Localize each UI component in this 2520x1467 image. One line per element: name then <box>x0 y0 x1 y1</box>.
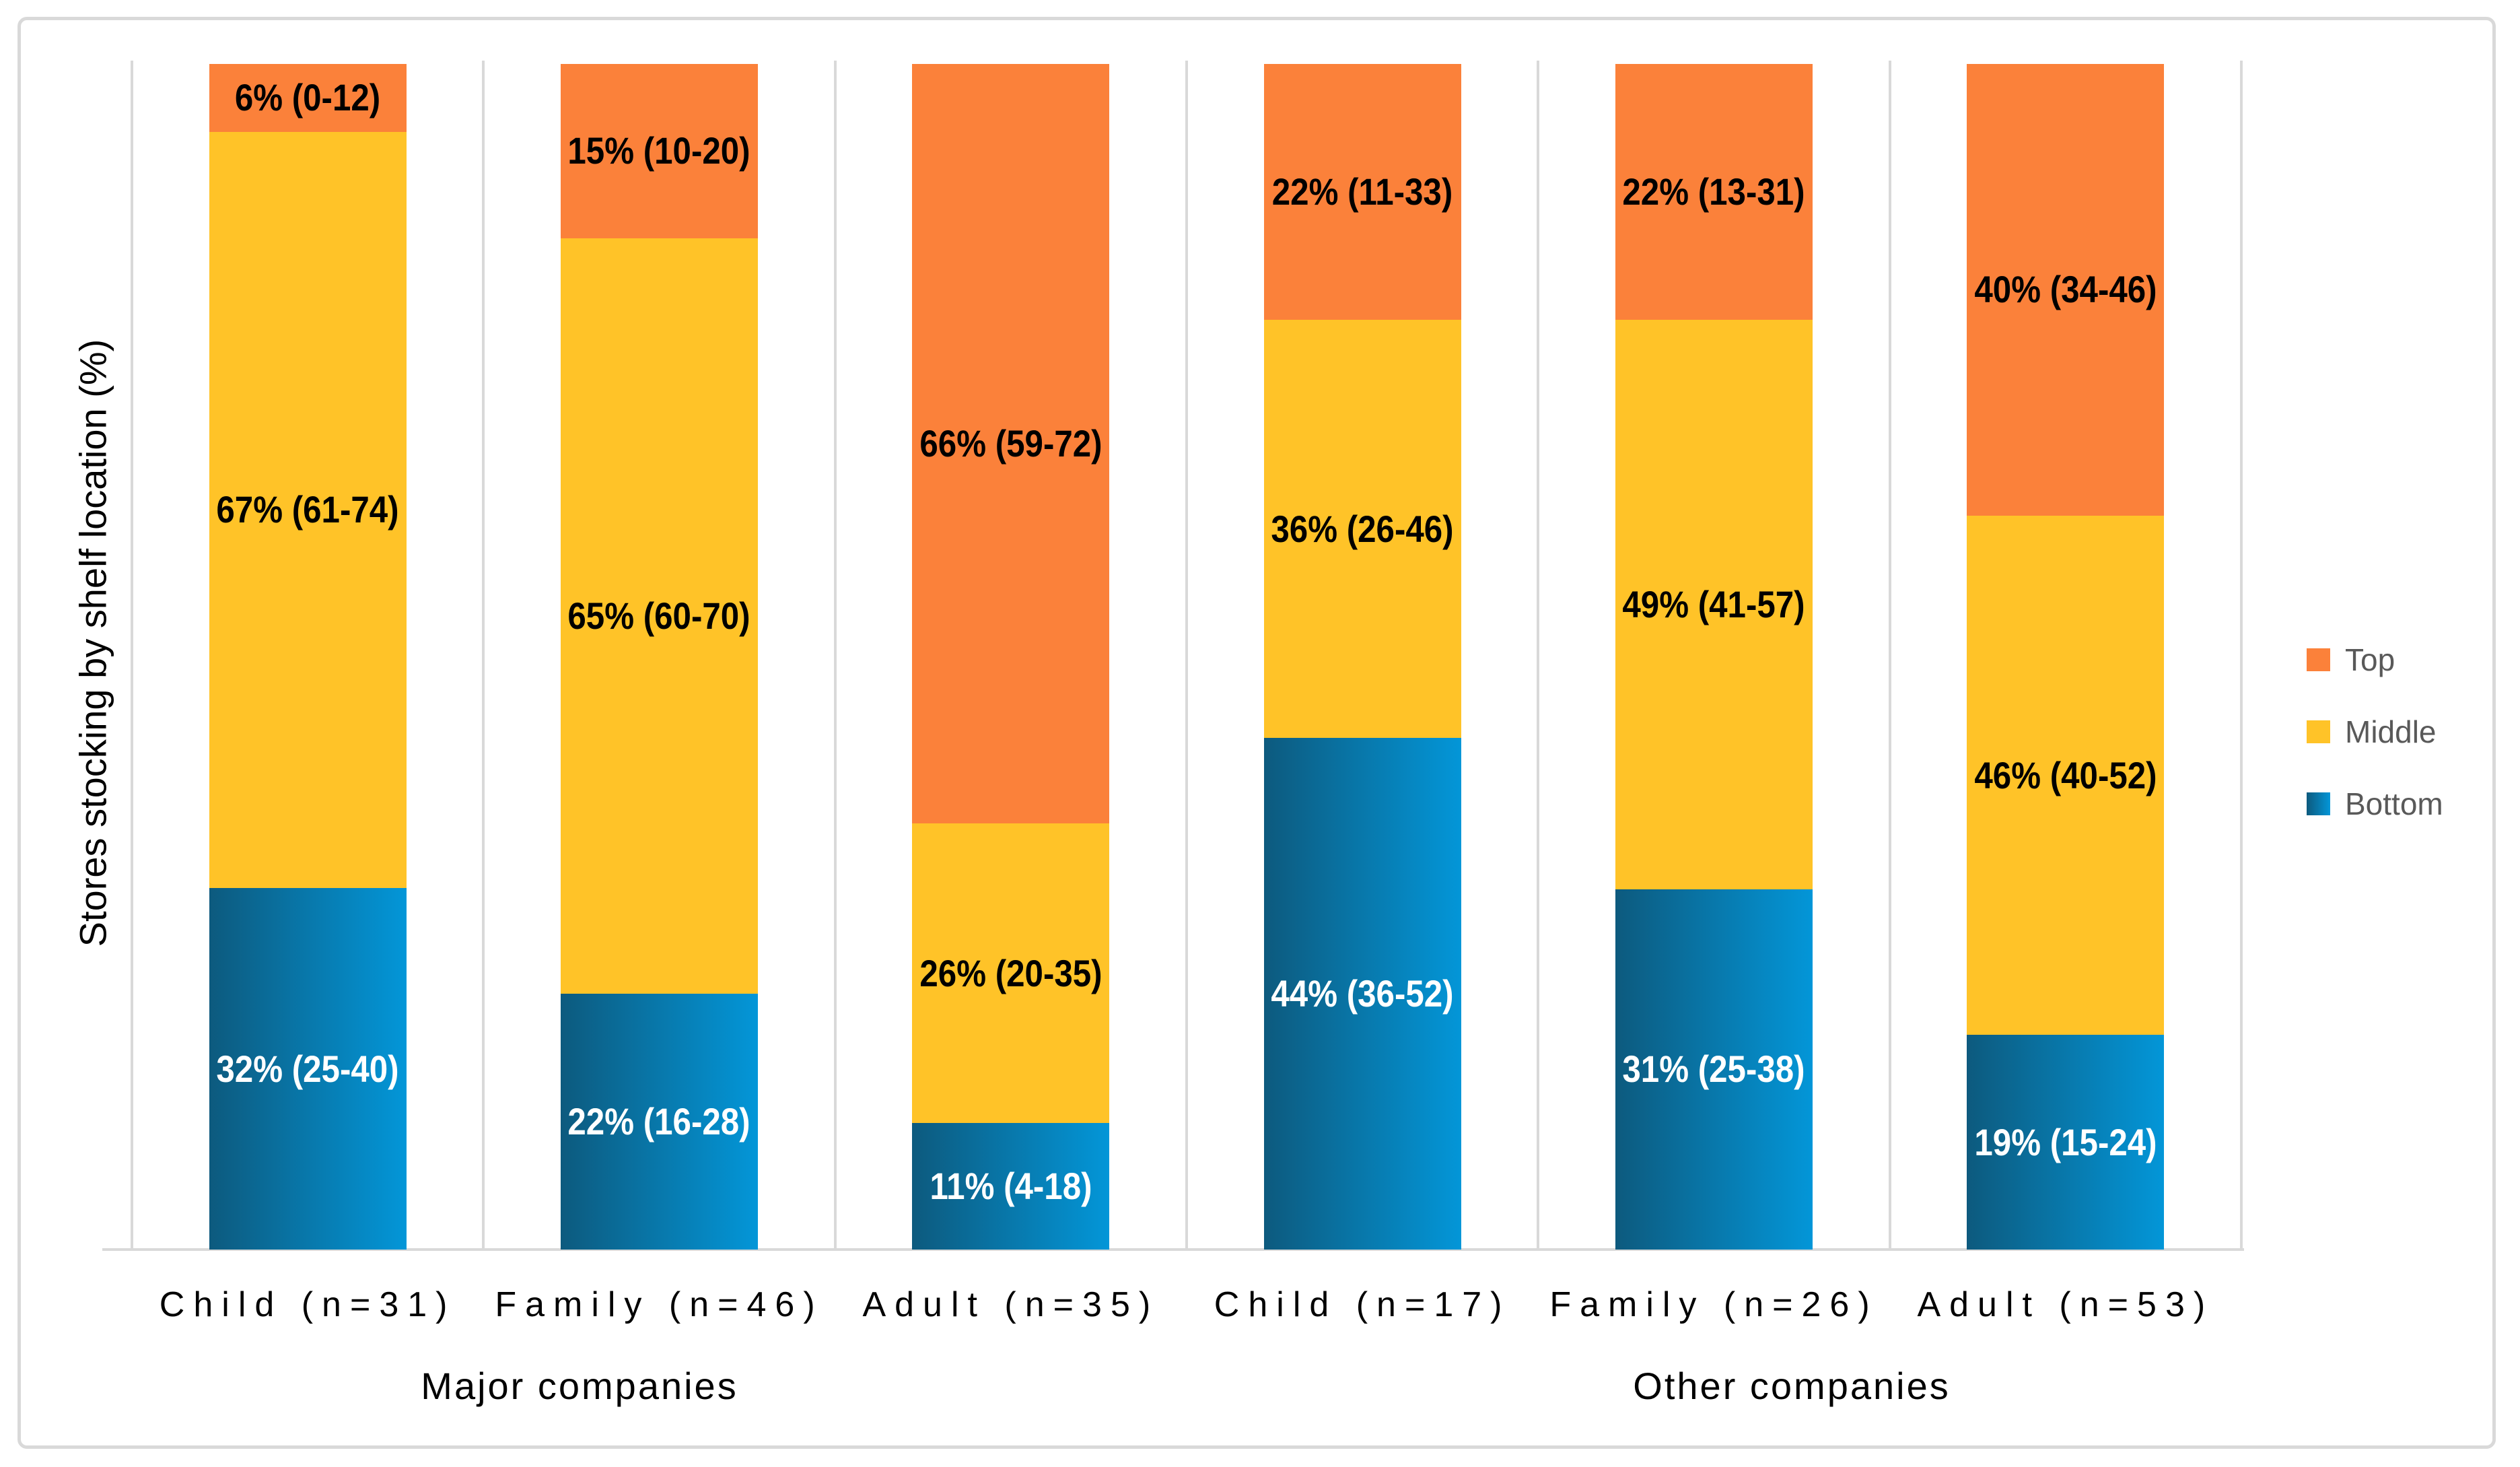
category-separator-gridline <box>1537 61 1540 1250</box>
data-label: 49% (41-57) <box>1622 582 1806 625</box>
x-axis-category-label: Family (n=46) <box>495 1285 824 1324</box>
category-separator-gridline <box>1185 61 1188 1250</box>
x-axis-line <box>102 1248 2244 1251</box>
data-label: 22% (13-31) <box>1622 170 1806 213</box>
figure-border-frame <box>18 17 2496 1449</box>
data-label: 11% (4-18) <box>930 1164 1092 1207</box>
segment-top: 6% (0-12) <box>209 64 407 132</box>
data-label: 36% (26-46) <box>1271 507 1454 550</box>
segment-top: 40% (34-46) <box>1967 64 2165 516</box>
data-label: 19% (15-24) <box>1974 1120 2157 1163</box>
data-label: 31% (25-38) <box>1622 1048 1806 1091</box>
legend-label-top: Top <box>2345 642 2395 677</box>
legend-swatch-top-icon <box>2307 648 2330 671</box>
segment-bottom: 19% (15-24) <box>1967 1035 2165 1250</box>
segment-top: 22% (13-31) <box>1615 64 1813 320</box>
segment-bottom: 31% (25-38) <box>1615 889 1813 1250</box>
data-label: 66% (59-72) <box>919 422 1102 465</box>
legend-item-top: Top <box>2307 644 2395 676</box>
data-label: 26% (20-35) <box>919 951 1102 994</box>
data-label: 67% (61-74) <box>216 488 399 531</box>
data-label: 15% (10-20) <box>567 129 751 172</box>
category-separator-gridline <box>482 61 485 1250</box>
segment-top: 22% (11-33) <box>1263 64 1461 320</box>
segment-bottom: 22% (16-28) <box>560 994 758 1250</box>
x-axis-category-label: Adult (n=35) <box>862 1285 1160 1324</box>
legend-item-bottom: Bottom <box>2307 788 2443 820</box>
data-label: 44% (36-52) <box>1271 972 1454 1015</box>
x-axis-category-label: Child (n=31) <box>159 1285 456 1324</box>
x-axis-group-label-major: Major companies <box>421 1365 738 1407</box>
segment-middle: 46% (40-52) <box>1967 515 2165 1035</box>
bar-child-n-31: 6% (0-12) 67% (61-74) 32% (25-40) <box>209 64 407 1250</box>
data-label: 22% (11-33) <box>1271 170 1453 213</box>
segment-bottom: 44% (36-52) <box>1263 738 1461 1250</box>
segment-middle: 65% (60-70) <box>560 238 758 994</box>
legend-label-middle: Middle <box>2345 714 2437 749</box>
data-label: 32% (25-40) <box>216 1047 399 1090</box>
bar-adult-n-35: 66% (59-72) 26% (20-35) 11% (4-18) <box>912 64 1110 1250</box>
data-label: 46% (40-52) <box>1974 753 2157 796</box>
segment-middle: 49% (41-57) <box>1615 319 1813 889</box>
data-label: 6% (0-12) <box>234 76 381 119</box>
x-axis-category-label: Family (n=26) <box>1549 1285 1879 1324</box>
segment-bottom: 11% (4-18) <box>912 1122 1110 1250</box>
bar-adult-n-53: 40% (34-46) 46% (40-52) 19% (15-24) <box>1967 64 2165 1250</box>
segment-middle: 26% (20-35) <box>912 823 1110 1123</box>
segment-bottom: 32% (25-40) <box>209 888 407 1250</box>
category-separator-gridline <box>2239 61 2243 1250</box>
y-axis-title: Stores stocking by shelf location (%) <box>71 339 114 947</box>
segment-middle: 36% (26-46) <box>1263 319 1461 739</box>
segment-middle: 67% (61-74) <box>209 131 407 889</box>
data-label: 65% (60-70) <box>567 594 751 638</box>
legend-label-bottom: Bottom <box>2345 786 2443 821</box>
bar-family-n-46: 15% (10-20) 65% (60-70) 22% (16-28) <box>560 64 758 1250</box>
legend-item-middle: Middle <box>2307 716 2437 748</box>
data-label: 40% (34-46) <box>1974 268 2157 311</box>
x-axis-category-label: Child (n=17) <box>1214 1285 1511 1324</box>
x-axis-group-label-other: Other companies <box>1633 1365 1951 1407</box>
category-separator-gridline <box>1888 61 1891 1250</box>
segment-top: 66% (59-72) <box>912 64 1110 824</box>
bar-child-n-17: 22% (11-33) 36% (26-46) 44% (36-52) <box>1263 64 1461 1250</box>
category-separator-gridline <box>833 61 837 1250</box>
legend-swatch-bottom-icon <box>2307 792 2330 815</box>
legend-swatch-middle-icon <box>2307 720 2330 743</box>
category-separator-gridline <box>131 61 133 1250</box>
bar-family-n-26: 22% (13-31) 49% (41-57) 31% (25-38) <box>1615 64 1813 1250</box>
data-label: 22% (16-28) <box>567 1100 751 1143</box>
x-axis-category-label: Adult (n=53) <box>1917 1285 2214 1324</box>
segment-top: 15% (10-20) <box>560 64 758 238</box>
